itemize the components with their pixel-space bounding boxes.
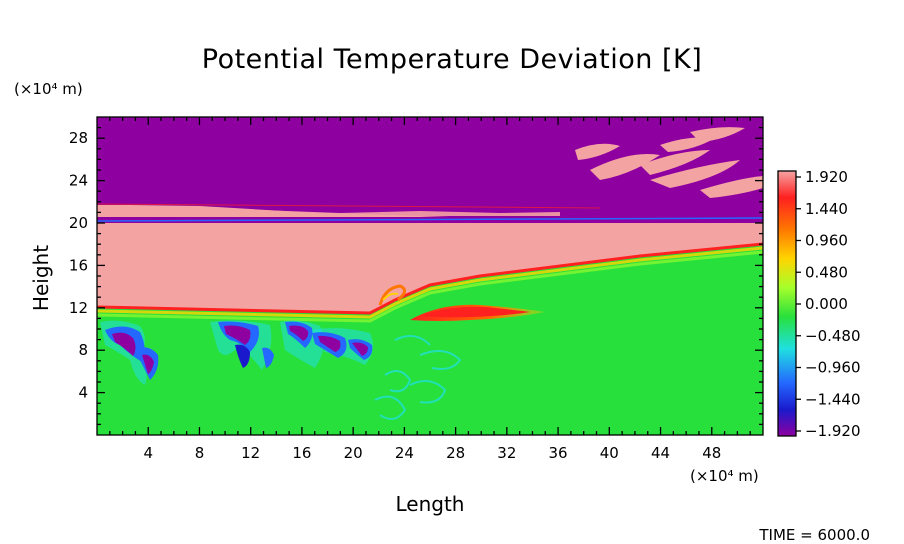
y-axis-unit: (×10⁴ m) [14, 80, 83, 98]
y-tick-label: 12 [69, 299, 88, 317]
x-tick-labels: 4 8 12 16 20 24 28 32 36 40 44 48 [143, 444, 721, 462]
x-tick-label: 20 [344, 444, 363, 462]
time-stamp: TIME = 6000.0 [759, 526, 870, 544]
x-axis-unit: (×10⁴ m) [690, 467, 759, 485]
colorbar [777, 170, 797, 437]
x-tick-label: 16 [292, 444, 311, 462]
colorbar-tick-label: −1.440 [805, 390, 861, 408]
y-tick-labels: 4 8 12 16 20 24 28 [69, 129, 88, 401]
colorbar-tick-label: −0.960 [805, 359, 861, 377]
y-axis-ticks [97, 126, 763, 426]
colorbar-tick-label: 1.920 [805, 168, 848, 186]
colorbar-tick-label: −1.920 [805, 422, 861, 440]
colorbar-tick-label: 0.960 [805, 232, 848, 250]
colorbar-tick-label: 1.440 [805, 200, 848, 218]
y-tick-label: 16 [69, 256, 88, 274]
field-cold-anomalies [100, 320, 374, 385]
y-tick-label: 24 [69, 172, 88, 190]
chart-title: Potential Temperature Deviation [K] [201, 44, 703, 75]
colorbar-tick-label: 0.000 [805, 295, 848, 313]
x-axis-label: Length [395, 492, 465, 516]
field-upper-streaks [575, 127, 763, 198]
x-tick-label: 36 [549, 444, 568, 462]
colorbar-ticks [796, 176, 801, 432]
colorbar-tick-label: −0.480 [805, 327, 861, 345]
x-tick-label: 4 [143, 444, 153, 462]
field-inversion-edge [97, 242, 763, 315]
x-tick-label: 32 [497, 444, 516, 462]
colorbar-tick-label: 0.480 [805, 263, 848, 281]
x-tick-label: 28 [446, 444, 465, 462]
x-tick-label: 8 [195, 444, 205, 462]
x-tick-label: 12 [241, 444, 260, 462]
x-tick-label: 40 [600, 444, 619, 462]
y-axis-label: Height [29, 244, 53, 312]
y-tick-label: 20 [69, 214, 88, 232]
y-tick-label: 28 [69, 129, 88, 147]
y-tick-label: 4 [78, 384, 88, 402]
x-tick-label: 24 [395, 444, 414, 462]
heatmap-field [97, 117, 763, 435]
x-tick-label: 48 [702, 444, 721, 462]
field-upper-layer [97, 117, 763, 219]
colorbar-tick-labels: 1.920 1.440 0.960 0.480 0.000 −0.480 −0.960 −1.… [805, 168, 861, 440]
x-axis-ticks [109, 117, 751, 435]
field-eddies [374, 335, 462, 420]
y-tick-label: 8 [78, 341, 88, 359]
x-tick-label: 44 [651, 444, 670, 462]
